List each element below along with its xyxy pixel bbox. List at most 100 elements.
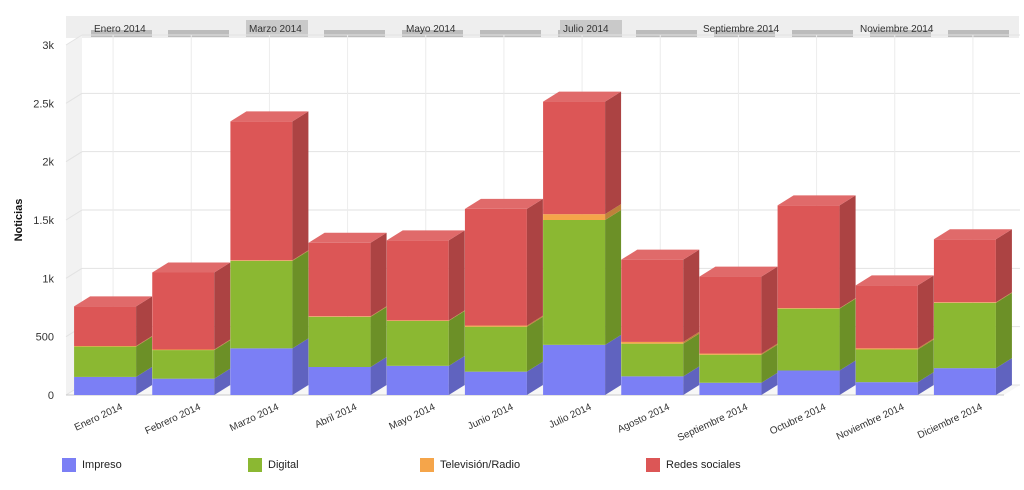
bar-segment-side <box>605 210 622 345</box>
legend-item-television-radio[interactable]: Televisión/Radio <box>420 458 520 472</box>
legend-swatch-digital <box>248 458 262 472</box>
bar-segment-side <box>761 266 778 354</box>
bar-segment <box>699 276 762 354</box>
bar-segment-side <box>683 333 700 377</box>
navigator-label: Noviembre 2014 <box>860 24 934 35</box>
legend-item-impreso[interactable]: Impreso <box>62 458 122 472</box>
bar-segment <box>855 382 918 395</box>
bar-segment-side <box>214 368 231 395</box>
grid-line-wall <box>65 151 83 163</box>
bar-segment-top <box>777 195 856 206</box>
y-tick-label: 500 <box>36 332 54 344</box>
bar-stack <box>543 91 622 395</box>
bar-segment-side <box>917 338 934 350</box>
navigator-month-bar <box>948 30 1009 37</box>
bar-segment <box>621 343 684 377</box>
bar-segment-side <box>605 91 622 215</box>
bar-segment-top <box>621 249 700 260</box>
bar-segment-side <box>448 310 465 321</box>
bar-segment-side <box>683 366 700 395</box>
bar-segment-side <box>448 230 465 321</box>
legend-swatch-television-radio <box>420 458 434 472</box>
bar-segment-side <box>917 275 934 349</box>
grid-line-wall <box>65 92 83 104</box>
grid-line-wall <box>65 209 83 221</box>
bar-segment-top <box>74 296 153 307</box>
bar-segment <box>152 272 215 350</box>
bar-segment-side <box>995 292 1012 303</box>
bar-segment-side <box>448 310 465 366</box>
bar-segment-side <box>292 338 309 395</box>
bar-segment-side <box>526 361 543 395</box>
navigator-label: Enero 2014 <box>94 24 146 35</box>
bar-segment <box>543 101 606 215</box>
bar-segment-side <box>917 339 934 383</box>
bar-segment-side <box>136 336 153 377</box>
y-axis-ticks: 0 500 1k 1.5k 2k 2.5k 3k <box>33 40 54 402</box>
bar-segment <box>933 302 996 369</box>
chart-legend: Impreso Digital Televisión/Radio Redes s… <box>62 458 1022 478</box>
bar-segment <box>230 260 293 261</box>
navigator-label: Julio 2014 <box>563 24 609 35</box>
bar-segment-side <box>761 372 778 395</box>
bar-segment <box>855 285 918 349</box>
bar-segment <box>933 302 996 303</box>
bar-segment <box>74 376 137 395</box>
bar-segment <box>621 259 684 342</box>
bar-stack <box>386 230 465 395</box>
bar-segment-top <box>699 266 778 277</box>
navigator-highlight <box>246 20 308 37</box>
bar-segment-side <box>370 306 387 367</box>
bar-segment-side <box>136 296 153 346</box>
bar-segment-top <box>855 275 934 286</box>
bar-segment-side <box>370 306 387 317</box>
bar-segment <box>152 378 215 395</box>
month-navigator[interactable]: Enero 2014 Marzo 2014 Mayo 2014 Julio 2014 S… <box>66 16 1019 38</box>
y-tick-label: 3k <box>42 40 54 52</box>
bar-segment-side <box>995 358 1012 395</box>
navigator-month-bar <box>480 30 541 37</box>
bar-segment <box>386 240 449 321</box>
legend-label-digital: Digital <box>268 459 299 471</box>
bar-segment <box>543 344 606 395</box>
bar-segment <box>855 349 918 383</box>
bar-stack <box>230 111 309 395</box>
bar-segment <box>464 325 527 327</box>
bar-segment-side <box>605 204 622 220</box>
bar-segment-side <box>839 298 856 309</box>
bar-segment <box>777 308 840 309</box>
y-tick-label: 2.5k <box>33 98 54 110</box>
bar-segment <box>464 208 527 326</box>
bar-segment <box>74 306 137 346</box>
bar-segment <box>230 348 293 395</box>
bar-segment <box>230 260 293 349</box>
bar-stacks <box>74 91 1012 395</box>
bar-segment-side <box>370 357 387 395</box>
y-tick-label: 1k <box>42 273 54 285</box>
legend-item-redes-sociales[interactable]: Redes sociales <box>646 458 741 472</box>
bar-segment <box>543 214 606 220</box>
bar-segment-side <box>136 366 153 395</box>
bar-segment-side <box>605 334 622 395</box>
bar-segment <box>464 371 527 395</box>
bar-segment-side <box>995 229 1012 303</box>
bar-segment <box>308 242 371 317</box>
bar-segment <box>777 308 840 371</box>
navigator-month-bar <box>714 30 775 37</box>
bar-segment-top <box>933 229 1012 240</box>
bar-segment-side <box>839 360 856 395</box>
bar-segment <box>621 341 684 344</box>
legend-label-impreso: Impreso <box>82 459 122 471</box>
legend-label-television-radio: Televisión/Radio <box>440 459 521 471</box>
navigator-month-bar <box>324 30 385 37</box>
bar-segment-top <box>152 262 231 273</box>
bar-segment-top <box>386 230 465 241</box>
bar-segment <box>386 320 449 321</box>
legend-item-digital[interactable]: Digital <box>248 458 299 472</box>
bar-segment <box>308 367 371 395</box>
bar-stack <box>308 232 387 395</box>
bar-segment <box>933 239 996 303</box>
bar-segment-side <box>292 111 309 261</box>
bar-segment <box>308 316 371 317</box>
